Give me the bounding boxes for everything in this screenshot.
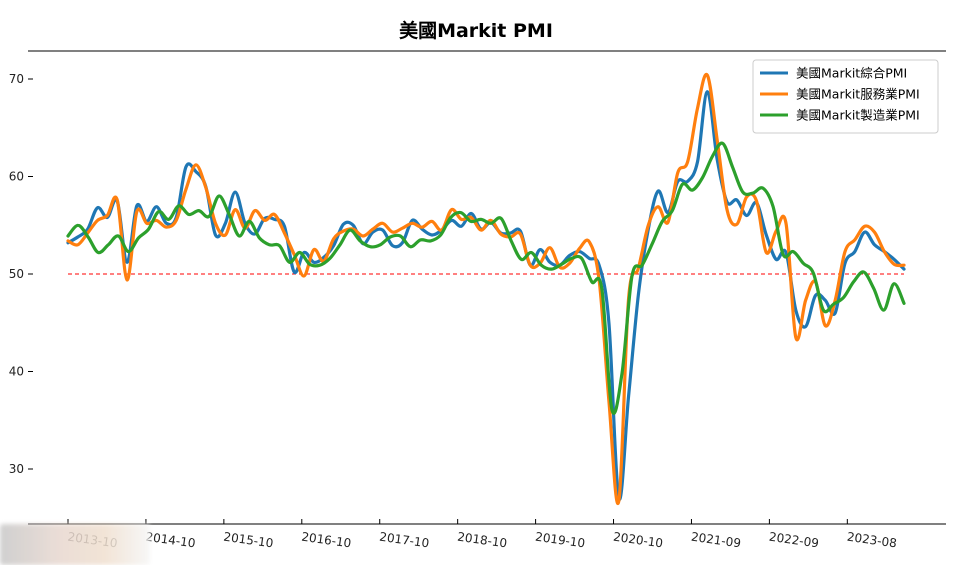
x-tick-label: 2017-10 (378, 530, 430, 551)
y-tick-label: 60 (9, 170, 24, 184)
series-line-0 (66, 90, 906, 502)
series-layer (66, 72, 906, 506)
x-tick-label: 2018-10 (456, 530, 508, 551)
chart-title: 美國Markit PMI (399, 19, 553, 42)
y-tick-label: 50 (9, 267, 24, 281)
y-tick-label: 30 (9, 462, 24, 476)
x-tick-label: 2022-09 (768, 530, 820, 551)
x-tick-label: 2021-09 (690, 530, 742, 551)
x-tick-label: 2019-10 (534, 530, 586, 551)
x-tick-label: 2020-10 (612, 530, 664, 551)
legend-box (752, 59, 939, 134)
x-tick-label: 2023-08 (846, 530, 898, 551)
y-tick-label: 70 (9, 72, 24, 86)
x-axis: 2013-102014-102015-102016-102017-102018-… (67, 519, 898, 550)
y-axis: 30 40 50 60 70 (9, 72, 33, 476)
x-tick-label: 2014-10 (145, 530, 197, 551)
legend-label: 美國Markit綜合PMI (796, 66, 907, 81)
series-line-2 (66, 141, 906, 415)
series-line-1 (66, 72, 906, 506)
legend-label: 美國Markit製造業PMI (796, 108, 920, 123)
legend: 美國Markit綜合PMI 美國Markit服務業PMI 美國Markit製造業PM… (752, 59, 939, 134)
legend-label: 美國Markit服務業PMI (796, 87, 920, 102)
y-tick-label: 40 (9, 365, 24, 379)
x-tick-label: 2015-10 (223, 530, 275, 551)
watermark (0, 524, 150, 565)
x-tick-label: 2016-10 (301, 530, 353, 551)
